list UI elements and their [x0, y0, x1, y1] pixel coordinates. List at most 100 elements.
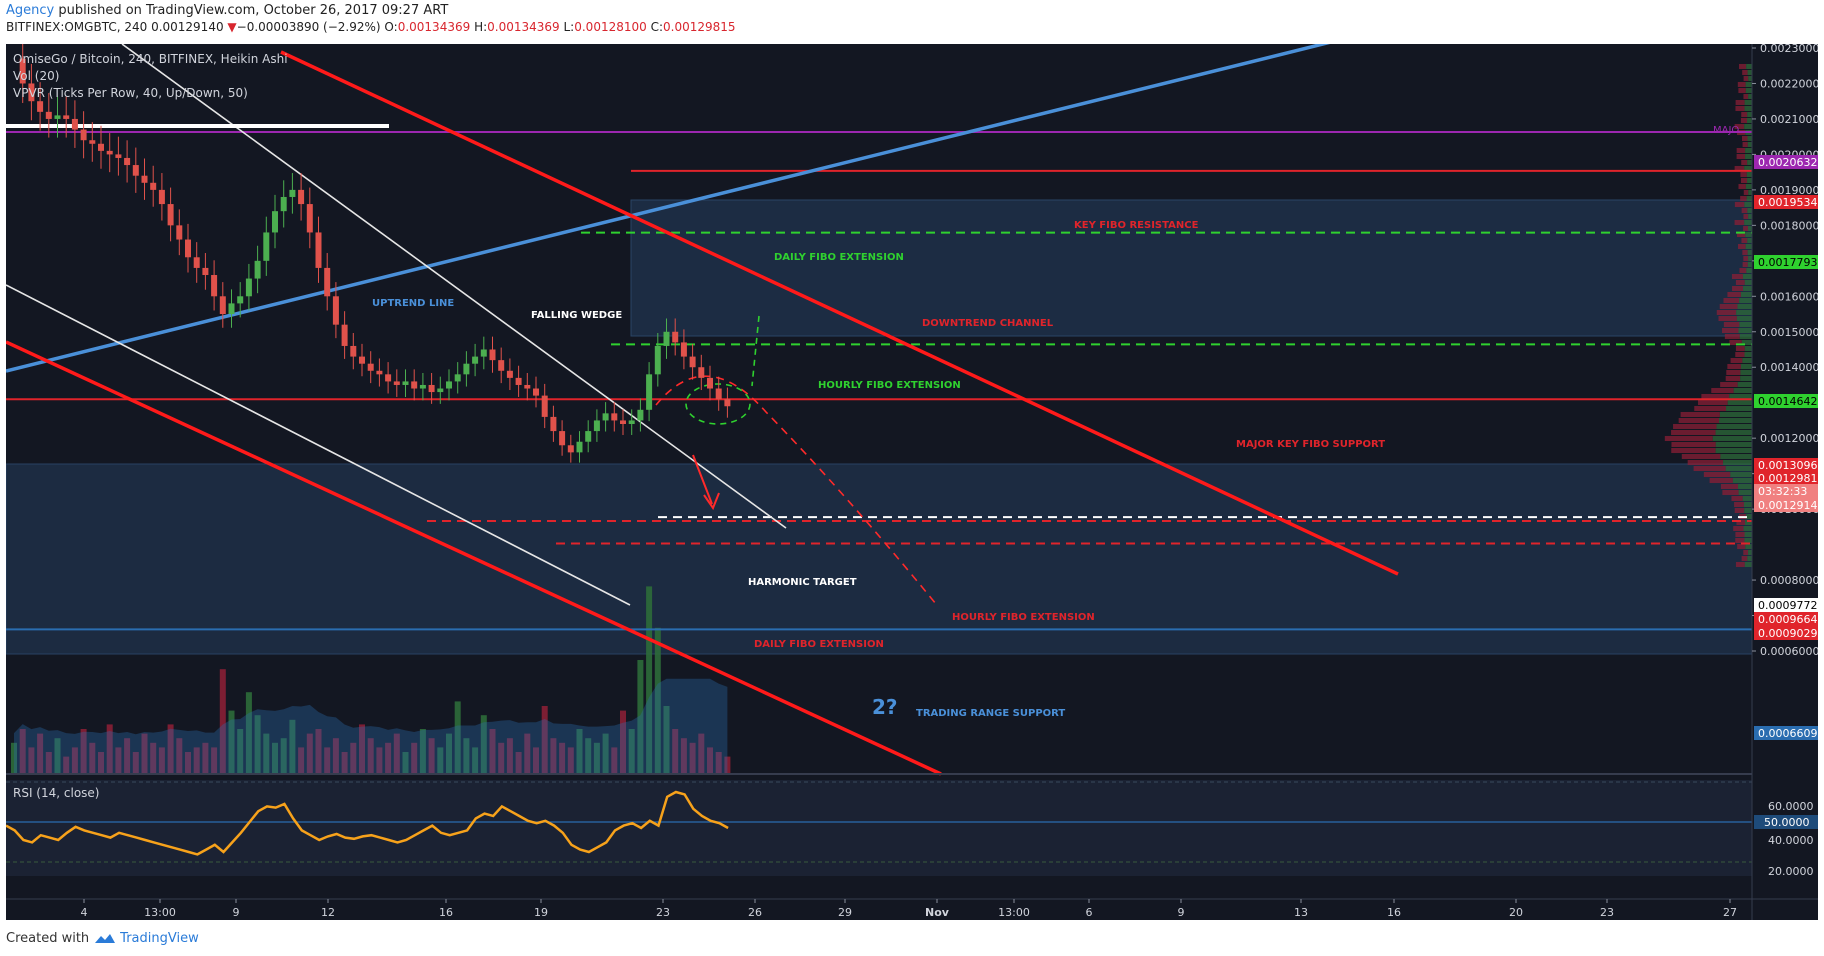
candle-body[interactable]	[403, 381, 409, 385]
tradingview-link[interactable]: TradingView	[120, 931, 199, 946]
candle-body[interactable]	[498, 360, 504, 371]
candle-body[interactable]	[437, 389, 443, 393]
candle-body[interactable]	[585, 431, 591, 442]
candle-body[interactable]	[350, 346, 356, 357]
candle-body[interactable]	[211, 275, 217, 296]
candle-body[interactable]	[603, 413, 609, 420]
candle-body[interactable]	[272, 211, 278, 232]
candle-body[interactable]	[716, 389, 722, 400]
chart-canvas[interactable]: UPTREND LINE FALLING WEDGE KEY FIBO RESI…	[6, 44, 1818, 920]
candle-body[interactable]	[255, 261, 261, 279]
candle-body[interactable]	[46, 112, 52, 119]
candle-body[interactable]	[481, 350, 487, 357]
chart-svg[interactable]: UPTREND LINE FALLING WEDGE KEY FIBO RESI…	[6, 44, 1818, 920]
vpvr-bar-down	[1744, 190, 1749, 195]
candle-body[interactable]	[542, 396, 548, 417]
candle-body[interactable]	[37, 101, 43, 112]
price-badge-label: 0.00206325	[1758, 156, 1818, 169]
candle-body[interactable]	[168, 204, 174, 225]
candle-body[interactable]	[281, 197, 287, 211]
candle-body[interactable]	[463, 364, 469, 375]
candle-body[interactable]	[176, 225, 182, 239]
price-axis[interactable]: 0.002300000.002200000.002100000.00200000…	[1752, 44, 1818, 920]
candle-body[interactable]	[298, 190, 304, 204]
candle-body[interactable]	[220, 296, 226, 314]
candle-body[interactable]	[681, 342, 687, 356]
candle-body[interactable]	[507, 371, 513, 378]
candle-body[interactable]	[194, 257, 200, 268]
candle-body[interactable]	[620, 420, 626, 424]
candle-body[interactable]	[72, 119, 78, 130]
candle-body[interactable]	[359, 357, 365, 364]
candle-body[interactable]	[376, 371, 382, 375]
candle-body[interactable]	[394, 381, 400, 385]
candle-body[interactable]	[289, 190, 295, 197]
legend-title[interactable]: OmiseGo / Bitcoin, 240, BITFINEX, Heikin…	[13, 52, 288, 66]
candle-body[interactable]	[385, 374, 391, 381]
candle-body[interactable]	[533, 389, 539, 396]
candle-body[interactable]	[724, 399, 730, 406]
candle-body[interactable]	[672, 332, 678, 343]
candle-body[interactable]	[446, 381, 452, 388]
rsi-legend[interactable]: RSI (14, close)	[13, 786, 99, 800]
candle-body[interactable]	[524, 385, 530, 389]
candle-body[interactable]	[185, 240, 191, 258]
candle-body[interactable]	[690, 357, 696, 368]
candle-body[interactable]	[307, 204, 313, 232]
vpvr-bar-down	[1734, 502, 1744, 507]
candle-body[interactable]	[316, 232, 322, 267]
candle-body[interactable]	[611, 413, 617, 420]
candle-body[interactable]	[115, 154, 121, 158]
candle-body[interactable]	[124, 158, 130, 165]
candle-body[interactable]	[490, 350, 496, 361]
candle-body[interactable]	[202, 268, 208, 275]
candle-body[interactable]	[324, 268, 330, 296]
vpvr-bar-up	[1745, 148, 1752, 153]
candle-body[interactable]	[133, 165, 139, 176]
vpvr-bar-up	[1747, 178, 1752, 183]
candle-body[interactable]	[246, 279, 252, 297]
candle-body[interactable]	[420, 385, 426, 389]
candle-body[interactable]	[55, 115, 61, 119]
candle-body[interactable]	[577, 442, 583, 453]
candle-body[interactable]	[98, 144, 104, 151]
candle-body[interactable]	[263, 232, 269, 260]
candle-body[interactable]	[707, 378, 713, 389]
candle-body[interactable]	[150, 183, 156, 190]
candle-body[interactable]	[568, 445, 574, 452]
candle-body[interactable]	[455, 374, 461, 381]
candle-body[interactable]	[159, 190, 165, 204]
candle-body[interactable]	[368, 364, 374, 371]
candle-body[interactable]	[342, 325, 348, 346]
candle-body[interactable]	[698, 367, 704, 378]
candle-body[interactable]	[142, 176, 148, 183]
legend-vol[interactable]: Vol (20)	[13, 69, 59, 83]
candle-body[interactable]	[411, 381, 417, 388]
candle-body[interactable]	[89, 140, 95, 144]
candle-body[interactable]	[237, 296, 243, 303]
candle-body[interactable]	[646, 374, 652, 409]
author-link[interactable]: Agency	[6, 3, 54, 18]
vpvr-bar-up	[1745, 544, 1752, 549]
candle-body[interactable]	[664, 332, 670, 346]
candle-body[interactable]	[229, 303, 235, 314]
candle-body[interactable]	[107, 151, 113, 155]
candle-body[interactable]	[429, 385, 435, 392]
vpvr-bar-up	[1744, 526, 1752, 531]
candle-body[interactable]	[472, 357, 478, 364]
candle-body[interactable]	[594, 420, 600, 431]
legend-vpvr[interactable]: VPVR (Ticks Per Row, 40, Up/Down, 50)	[13, 86, 248, 100]
candle-body[interactable]	[550, 417, 556, 431]
candle-body[interactable]	[333, 296, 339, 324]
candle-body[interactable]	[655, 346, 661, 374]
vpvr-bar-down	[1722, 328, 1738, 333]
vpvr-bar-up	[1746, 244, 1752, 249]
candle-body[interactable]	[559, 431, 565, 445]
candle-body[interactable]	[637, 410, 643, 421]
candle-body[interactable]	[516, 378, 522, 385]
candle-body[interactable]	[63, 115, 69, 119]
price-tick-label: 0.00140000	[1760, 361, 1818, 374]
candle-body[interactable]	[629, 420, 635, 424]
candle-body[interactable]	[81, 130, 87, 141]
price-tick-label: 0.00220000	[1760, 77, 1818, 90]
